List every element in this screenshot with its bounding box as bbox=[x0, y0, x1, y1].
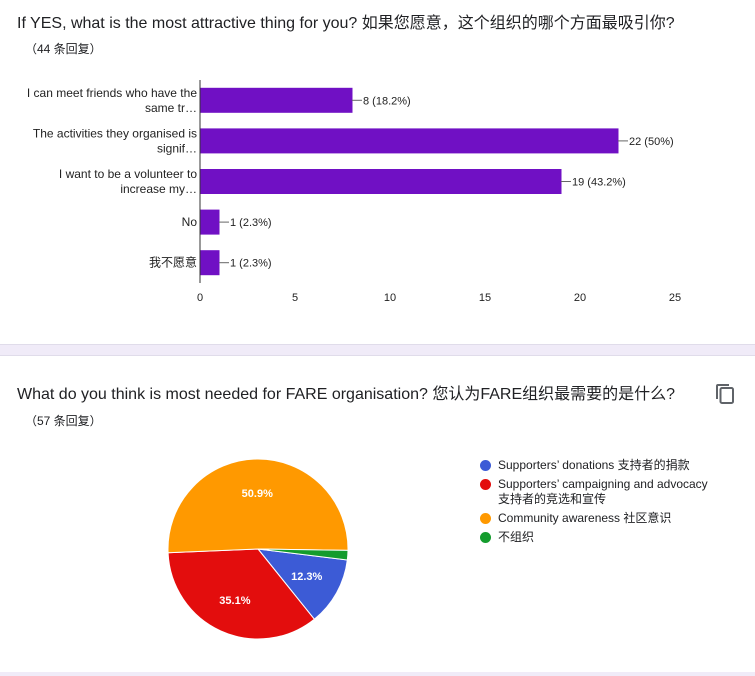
x-tick-label: 0 bbox=[197, 292, 203, 304]
legend-item: Community awareness 社区意识 bbox=[480, 511, 740, 526]
slice-label: 12.3% bbox=[291, 571, 322, 583]
question-title: What do you think is most needed for FAR… bbox=[17, 386, 676, 403]
question-card-attractive: If YES, what is the most attractive thin… bbox=[17, 15, 682, 304]
pie-chart: 12.3% 35.1% 50.9% bbox=[167, 458, 349, 640]
pie-slice bbox=[167, 458, 349, 554]
legend-swatch bbox=[480, 513, 491, 524]
legend-item: Supporters’ campaigning and advocacy 支持者的… bbox=[480, 477, 740, 507]
legend-label: Supporters’ donations 支持者的捐款 bbox=[498, 458, 690, 472]
category-label: increase my… bbox=[120, 182, 197, 196]
pie-slice bbox=[256, 548, 348, 620]
legend-label: 支持者的竞选和宣传 bbox=[498, 492, 607, 506]
bar bbox=[200, 250, 220, 276]
response-count: （57 条回复） bbox=[25, 414, 102, 428]
x-tick-label: 5 bbox=[292, 292, 298, 304]
category-label: signif… bbox=[157, 141, 197, 155]
category-label: I want to be a volunteer to bbox=[59, 167, 197, 181]
category-label: I can meet friends who have the bbox=[27, 86, 197, 100]
bar bbox=[200, 128, 619, 154]
slice-label: 35.1% bbox=[219, 595, 250, 607]
legend-swatch bbox=[480, 460, 491, 471]
bar bbox=[200, 87, 353, 113]
legend-item: Supporters’ donations 支持者的捐款 bbox=[480, 458, 740, 473]
x-tick-label: 20 bbox=[574, 292, 586, 304]
legend-label: Community awareness 社区意识 bbox=[498, 511, 672, 525]
pie-slice bbox=[167, 548, 315, 640]
response-count: （44 条回复） bbox=[25, 42, 102, 56]
pie-legend: Supporters’ donations 支持者的捐款 Supporters’ … bbox=[480, 458, 740, 549]
copy-icon bbox=[716, 384, 734, 404]
bar bbox=[200, 209, 220, 235]
legend-swatch bbox=[480, 532, 491, 543]
pie-slice bbox=[257, 548, 349, 561]
legend-label: Supporters’ campaigning and advocacy bbox=[498, 477, 708, 491]
x-tick-label: 25 bbox=[669, 292, 681, 304]
data-label: 1 (2.3%) bbox=[230, 217, 272, 229]
question-card-needed: What do you think is most needed for FAR… bbox=[0, 356, 755, 674]
legend-label: 不组织 bbox=[498, 530, 535, 544]
category-label: same tr… bbox=[145, 101, 197, 115]
bar bbox=[200, 169, 562, 194]
legend-item: 不组织 bbox=[480, 530, 740, 545]
card-separator-bottom bbox=[0, 672, 755, 676]
copy-chart-button[interactable] bbox=[712, 380, 738, 406]
category-label: No bbox=[182, 215, 198, 229]
legend-swatch bbox=[480, 479, 491, 490]
data-label: 22 (50%) bbox=[629, 136, 674, 148]
x-tick-label: 10 bbox=[384, 292, 396, 304]
data-label: 8 (18.2%) bbox=[363, 95, 411, 107]
slice-label: 50.9% bbox=[242, 488, 273, 500]
category-label: The activities they organised is bbox=[33, 126, 197, 140]
data-label: 19 (43.2%) bbox=[572, 177, 626, 189]
data-label: 1 (2.3%) bbox=[230, 258, 272, 270]
card-separator bbox=[0, 344, 755, 356]
question-title: If YES, what is the most attractive thin… bbox=[17, 15, 675, 32]
category-label: 我不愿意 bbox=[149, 255, 197, 270]
x-tick-label: 15 bbox=[479, 292, 491, 304]
